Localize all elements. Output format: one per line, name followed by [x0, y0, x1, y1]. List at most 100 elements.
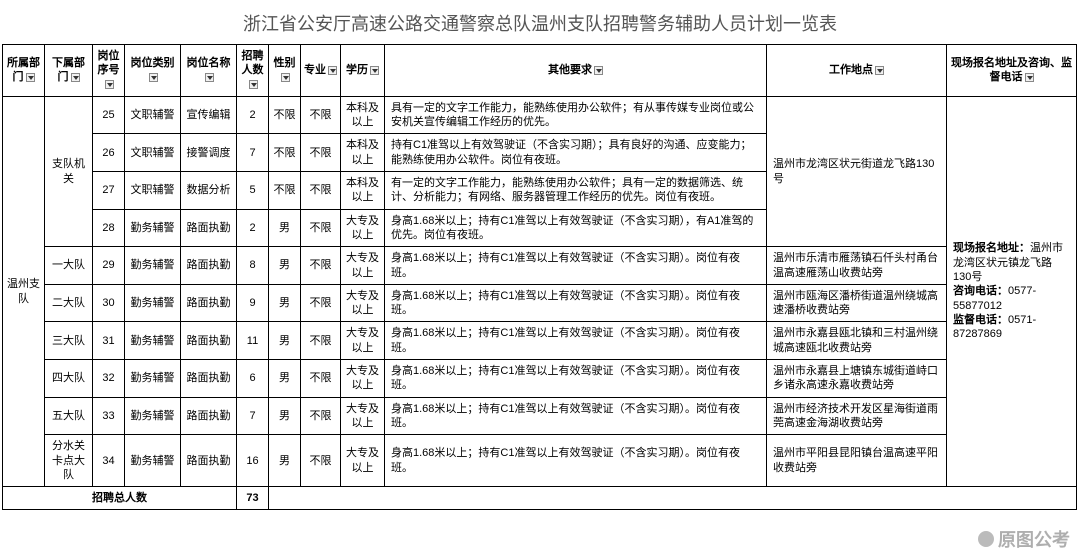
cell-count: 9 [237, 284, 269, 322]
cell-count: 7 [237, 134, 269, 172]
table-row: 三大队 31 勤务辅警 路面执勤 11 男 不限 大专及以上 身高1.68米以上… [3, 322, 1077, 360]
dept-sub-cell: 四大队 [45, 360, 93, 398]
filter-icon[interactable] [594, 66, 603, 75]
cell-edu: 大专及以上 [341, 397, 385, 435]
filter-icon[interactable] [249, 80, 258, 89]
cell-contact: 现场报名地址：温州市龙湾区状元镇龙飞路130号 咨询电话：0577-558770… [947, 96, 1077, 486]
table-row: 二大队 30 勤务辅警 路面执勤 9 男 不限 大专及以上 身高1.68米以上；… [3, 284, 1077, 322]
cell-sex: 男 [269, 247, 301, 285]
cell-req: 身高1.68米以上；持有C1准驾以上有效驾驶证（不含实习期）。岗位有夜班。 [385, 360, 767, 398]
filter-icon[interactable] [149, 73, 158, 82]
filter-icon[interactable] [875, 66, 884, 75]
cell-req: 身高1.68米以上；持有C1准驾以上有效驾驶证（不含实习期）。岗位有夜班。 [385, 397, 767, 435]
cell-name: 路面执勤 [181, 397, 237, 435]
filter-icon[interactable] [370, 66, 379, 75]
dept-sub-cell: 二大队 [45, 284, 93, 322]
cell-edu: 大专及以上 [341, 435, 385, 487]
table-row: 四大队 32 勤务辅警 路面执勤 6 男 不限 大专及以上 身高1.68米以上；… [3, 360, 1077, 398]
col-post-no[interactable]: 岗位序号 [93, 45, 125, 97]
cell-no: 28 [93, 209, 125, 247]
dept-sub-cell: 分水关卡点大队 [45, 435, 93, 487]
col-contact[interactable]: 现场报名地址及咨询、监督电话 [947, 45, 1077, 97]
cell-type: 勤务辅警 [125, 247, 181, 285]
cell-sex: 不限 [269, 172, 301, 210]
cell-edu: 本科及以上 [341, 172, 385, 210]
cell-type: 勤务辅警 [125, 284, 181, 322]
total-value-cell: 73 [237, 487, 269, 510]
cell-name: 路面执勤 [181, 360, 237, 398]
table-row: 一大队 29 勤务辅警 路面执勤 8 男 不限 大专及以上 身高1.68米以上；… [3, 247, 1077, 285]
cell-major: 不限 [301, 172, 341, 210]
cell-loc: 温州市永嘉县瓯北镇和三村温州绕城高速瓯北收费站旁 [767, 322, 947, 360]
cell-count: 2 [237, 96, 269, 134]
cell-sex: 男 [269, 209, 301, 247]
col-dept-sub[interactable]: 下属部门 [45, 45, 93, 97]
cell-count: 7 [237, 397, 269, 435]
cell-name: 路面执勤 [181, 322, 237, 360]
cell-sex: 男 [269, 322, 301, 360]
cell-sex: 男 [269, 284, 301, 322]
cell-type: 文职辅警 [125, 96, 181, 134]
cell-major: 不限 [301, 134, 341, 172]
filter-icon[interactable] [328, 66, 337, 75]
col-post-name[interactable]: 岗位名称 [181, 45, 237, 97]
col-post-type[interactable]: 岗位类别 [125, 45, 181, 97]
cell-type: 文职辅警 [125, 134, 181, 172]
watermark-text: 原图公考 [998, 526, 1070, 552]
cell-sex: 男 [269, 397, 301, 435]
cell-req: 持有C1准驾以上有效驾驶证（不含实习期）；具有良好的沟通、应变能力；能熟练使用办… [385, 134, 767, 172]
cell-name: 路面执勤 [181, 247, 237, 285]
col-count[interactable]: 招聘人数 [237, 45, 269, 97]
col-edu[interactable]: 学历 [341, 45, 385, 97]
cell-major: 不限 [301, 284, 341, 322]
col-req[interactable]: 其他要求 [385, 45, 767, 97]
cell-no: 31 [93, 322, 125, 360]
cell-no: 33 [93, 397, 125, 435]
cell-type: 勤务辅警 [125, 435, 181, 487]
cell-count: 16 [237, 435, 269, 487]
cell-type: 勤务辅警 [125, 322, 181, 360]
page-title: 浙江省公安厅高速公路交通警察总队温州支队招聘警务辅助人员计划一览表 [0, 0, 1080, 44]
cell-type: 勤务辅警 [125, 209, 181, 247]
cell-edu: 大专及以上 [341, 247, 385, 285]
recruitment-table: 所属部门 下属部门 岗位序号 岗位类别 岗位名称 招聘人数 性别 专业 学历 其… [2, 44, 1077, 510]
cell-name: 数据分析 [181, 172, 237, 210]
filter-icon[interactable] [281, 73, 290, 82]
cell-edu: 大专及以上 [341, 209, 385, 247]
dept-sub-cell: 三大队 [45, 322, 93, 360]
col-dept-main[interactable]: 所属部门 [3, 45, 45, 97]
cell-name: 路面执勤 [181, 209, 237, 247]
cell-major: 不限 [301, 247, 341, 285]
cell-no: 27 [93, 172, 125, 210]
cell-no: 25 [93, 96, 125, 134]
cell-edu: 本科及以上 [341, 96, 385, 134]
filter-icon[interactable] [205, 73, 214, 82]
cell-major: 不限 [301, 397, 341, 435]
col-loc[interactable]: 工作地点 [767, 45, 947, 97]
cell-loc: 温州市永嘉县上塘镇东城街道峙口乡诸永高速永嘉收费站旁 [767, 360, 947, 398]
cell-no: 32 [93, 360, 125, 398]
filter-icon[interactable] [1025, 73, 1034, 82]
filter-icon[interactable] [105, 80, 114, 89]
cell-major: 不限 [301, 96, 341, 134]
col-sex[interactable]: 性别 [269, 45, 301, 97]
cell-no: 34 [93, 435, 125, 487]
filter-icon[interactable] [26, 73, 35, 82]
filter-icon[interactable] [71, 73, 80, 82]
cell-count: 8 [237, 247, 269, 285]
table-row: 分水关卡点大队 34 勤务辅警 路面执勤 16 男 不限 大专及以上 身高1.6… [3, 435, 1077, 487]
cell-sex: 不限 [269, 134, 301, 172]
col-major[interactable]: 专业 [301, 45, 341, 97]
cell-no: 26 [93, 134, 125, 172]
watermark: 原图公考 [978, 526, 1070, 552]
cell-major: 不限 [301, 322, 341, 360]
cell-edu: 本科及以上 [341, 134, 385, 172]
cell-loc: 温州市龙湾区状元街道龙飞路130号 [767, 96, 947, 246]
table-header-row: 所属部门 下属部门 岗位序号 岗位类别 岗位名称 招聘人数 性别 专业 学历 其… [3, 45, 1077, 97]
cell-count: 5 [237, 172, 269, 210]
cell-name: 路面执勤 [181, 284, 237, 322]
cell-count: 11 [237, 322, 269, 360]
cell-req: 具有一定的文字工作能力，能熟练使用办公软件；有从事传媒专业岗位或公安机关宣传编辑… [385, 96, 767, 134]
cell-major: 不限 [301, 209, 341, 247]
cell-major: 不限 [301, 360, 341, 398]
